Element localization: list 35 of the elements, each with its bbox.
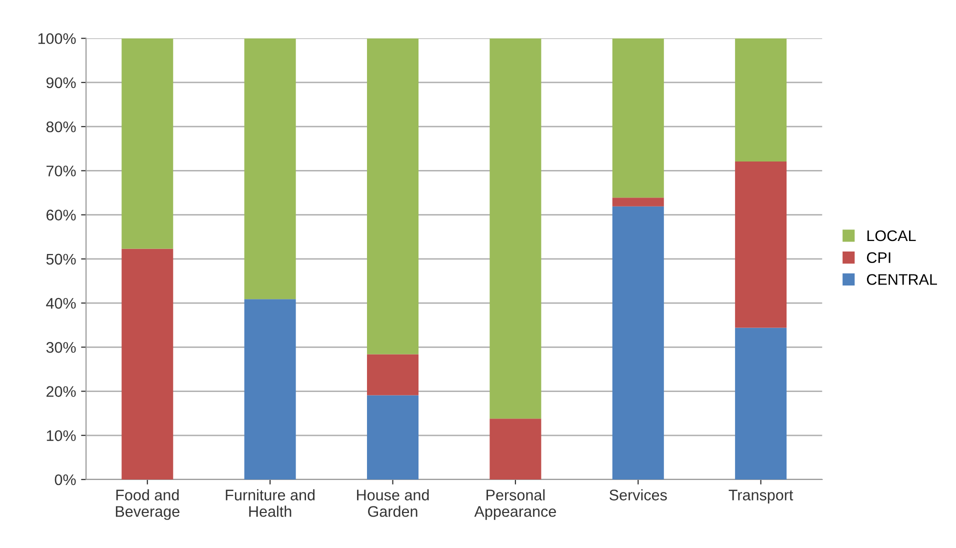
x-tick-label: Personal Appearance: [474, 489, 556, 520]
legend-label: CENTRAL: [866, 274, 937, 285]
y-tick-label: 70%: [46, 166, 76, 176]
bar: [735, 328, 787, 480]
y-tick-label: 50%: [46, 254, 76, 265]
bar: [244, 299, 296, 480]
bar: [735, 161, 787, 328]
x-tick-label: House and Garden: [357, 489, 429, 517]
y-tick-label: 30%: [46, 342, 76, 353]
legend-label: CPI: [866, 252, 890, 264]
bar: [366, 38, 419, 354]
legend-label: LOCAL: [867, 230, 916, 242]
y-tick-label: 10%: [46, 430, 76, 442]
y-tick-label: 20%: [46, 386, 76, 397]
y-tick-label: 0%: [54, 474, 76, 486]
y-tick-label: 40%: [46, 298, 76, 309]
bar: [612, 198, 664, 206]
bar: [244, 38, 296, 300]
x-tick-label: Furniture and Health: [226, 489, 315, 517]
bar: [490, 418, 542, 480]
bar: [612, 206, 664, 480]
bar: [735, 38, 787, 162]
bar: [122, 248, 174, 480]
bar: [366, 395, 419, 480]
x-tick-label: Services: [610, 489, 667, 500]
bar: [122, 38, 174, 249]
bar: [366, 354, 419, 396]
x-tick-label: Food and Beverage: [116, 489, 180, 520]
y-tick-label: 80%: [46, 121, 76, 132]
x-tick-label: Transport: [728, 490, 794, 504]
bar: [612, 38, 664, 198]
bar: [490, 38, 542, 419]
y-tick-label: 90%: [46, 77, 76, 88]
y-tick-label: 100%: [38, 33, 76, 44]
y-tick-label: 60%: [46, 210, 76, 220]
